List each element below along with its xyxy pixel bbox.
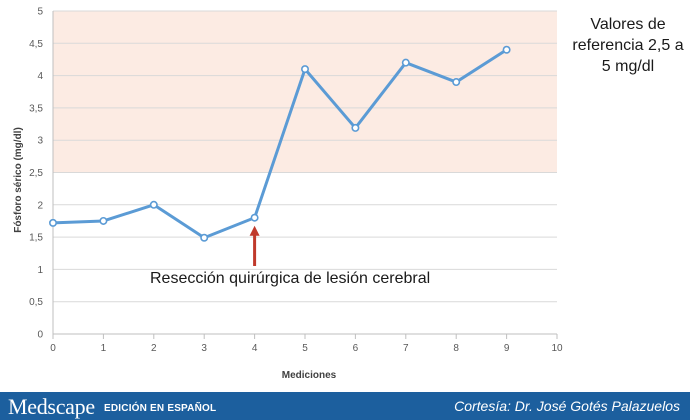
x-tick-label: 2 [151, 343, 157, 354]
data-point [300, 65, 309, 74]
data-point [502, 45, 511, 54]
y-tick-label: 5 [37, 7, 43, 18]
y-tick-label: 4,5 [29, 39, 43, 50]
series-line [52, 48, 508, 240]
y-tick-label: 0,5 [29, 297, 43, 308]
y-tick-label: 3,5 [29, 103, 43, 114]
credit-text: Cortesía: Dr. José Gotés Palazuelos [454, 398, 680, 414]
data-point [250, 213, 259, 222]
x-tick-label: 1 [101, 343, 107, 354]
y-tick-label: 1 [37, 265, 43, 276]
x-axis-title: Mediciones [282, 370, 337, 381]
footer-bar: Medscape EDICIÓN EN ESPAÑOL Cortesía: Dr… [0, 392, 690, 420]
data-point [351, 123, 360, 132]
x-tick-label: 7 [403, 343, 409, 354]
data-point [200, 233, 209, 242]
x-tick-label: 5 [302, 343, 308, 354]
data-point [48, 218, 57, 227]
y-tick-label: 0 [37, 330, 43, 341]
annotation-arrow-head [249, 225, 260, 236]
y-tick-label: 2,5 [29, 168, 43, 179]
y-tick-label: 2 [37, 200, 43, 211]
x-tick-label: 6 [353, 343, 359, 354]
reference-range-note: Valores de referencia 2,5 a 5 mg/dl [572, 16, 684, 75]
y-axis-title: Fósforo sérico (mg/dl) [13, 127, 24, 233]
x-tick-label: 4 [252, 343, 258, 354]
x-tick-label: 9 [504, 343, 510, 354]
x-tick-label: 0 [50, 343, 56, 354]
data-point [452, 78, 461, 87]
x-tick-label: 3 [201, 343, 207, 354]
x-tick-label: 8 [453, 343, 459, 354]
y-tick-label: 3 [37, 136, 43, 147]
surgery-annotation: Resección quirúrgica de lesión cerebral [150, 270, 431, 287]
y-tick-label: 1,5 [29, 233, 43, 244]
data-point [99, 216, 108, 225]
data-point [149, 200, 158, 209]
data-point [401, 58, 410, 67]
x-tick-label: 10 [551, 343, 563, 354]
edition-label: EDICIÓN EN ESPAÑOL [104, 403, 217, 414]
chart: 0 0,5 1 1,5 2 2,5 3 3,5 4 4,5 5 0 1 2 3 4 5 6 7 8 9 10 Fósfor… [13, 7, 563, 382]
y-tick-label: 4 [37, 71, 43, 82]
medscape-logo: Medscape [8, 394, 95, 419]
reference-band [53, 11, 557, 173]
